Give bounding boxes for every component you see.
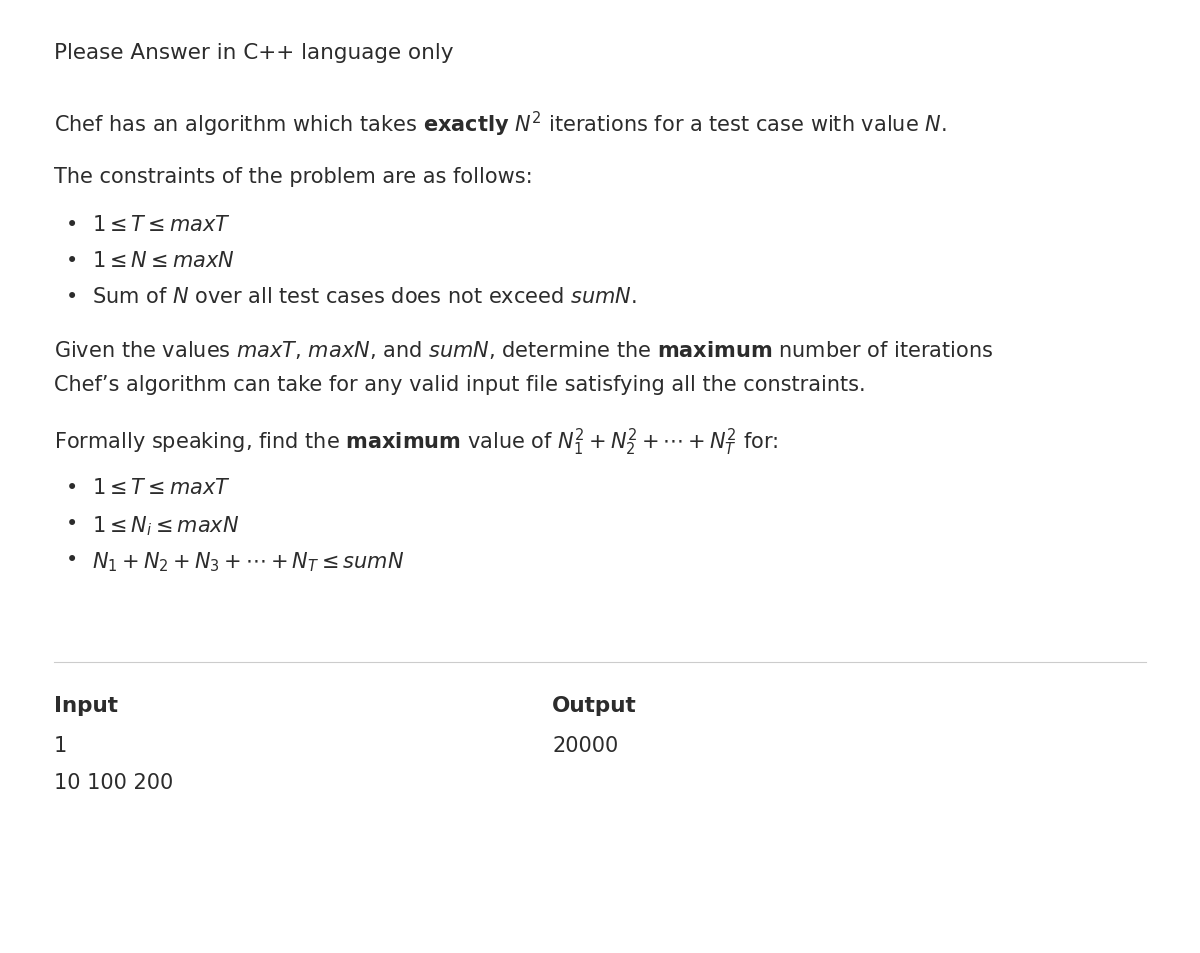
Text: Input: Input [54,696,118,716]
Text: •: • [66,251,78,271]
Text: Chef has an algorithm which takes $\mathbf{exactly}$ $N^2$ iterations for a test: Chef has an algorithm which takes $\math… [54,110,947,139]
Text: Please Answer in C++ language only: Please Answer in C++ language only [54,43,454,63]
Text: •: • [66,514,78,534]
Text: $N_1 + N_2 + N_3 + \cdots + N_T \leq sumN$: $N_1 + N_2 + N_3 + \cdots + N_T \leq sum… [92,550,404,574]
Text: Formally speaking, find the $\mathbf{maximum}$ value of $N_1^2 + N_2^2 + \cdots : Formally speaking, find the $\mathbf{max… [54,426,779,457]
Text: $1 \leq N \leq maxN$: $1 \leq N \leq maxN$ [92,251,235,271]
Text: $1 \leq N_i \leq maxN$: $1 \leq N_i \leq maxN$ [92,514,240,537]
Text: $1 \leq T \leq maxT$: $1 \leq T \leq maxT$ [92,477,232,497]
Text: •: • [66,550,78,570]
Text: Output: Output [552,696,637,716]
Text: •: • [66,477,78,497]
Text: 20000: 20000 [552,736,618,756]
Text: Sum of $N$ over all test cases does not exceed $sumN$.: Sum of $N$ over all test cases does not … [92,287,637,307]
Text: 10 100 200: 10 100 200 [54,772,173,792]
Text: •: • [66,287,78,307]
Text: Chef’s algorithm can take for any valid input file satisfying all the constraint: Chef’s algorithm can take for any valid … [54,375,865,395]
Text: Given the values $maxT$, $maxN$, and $sumN$, determine the $\mathbf{maximum}$ nu: Given the values $maxT$, $maxN$, and $su… [54,338,994,360]
Text: The constraints of the problem are as follows:: The constraints of the problem are as fo… [54,167,533,187]
Text: $1 \leq T \leq maxT$: $1 \leq T \leq maxT$ [92,214,232,234]
Text: 1: 1 [54,736,67,756]
Text: •: • [66,214,78,234]
